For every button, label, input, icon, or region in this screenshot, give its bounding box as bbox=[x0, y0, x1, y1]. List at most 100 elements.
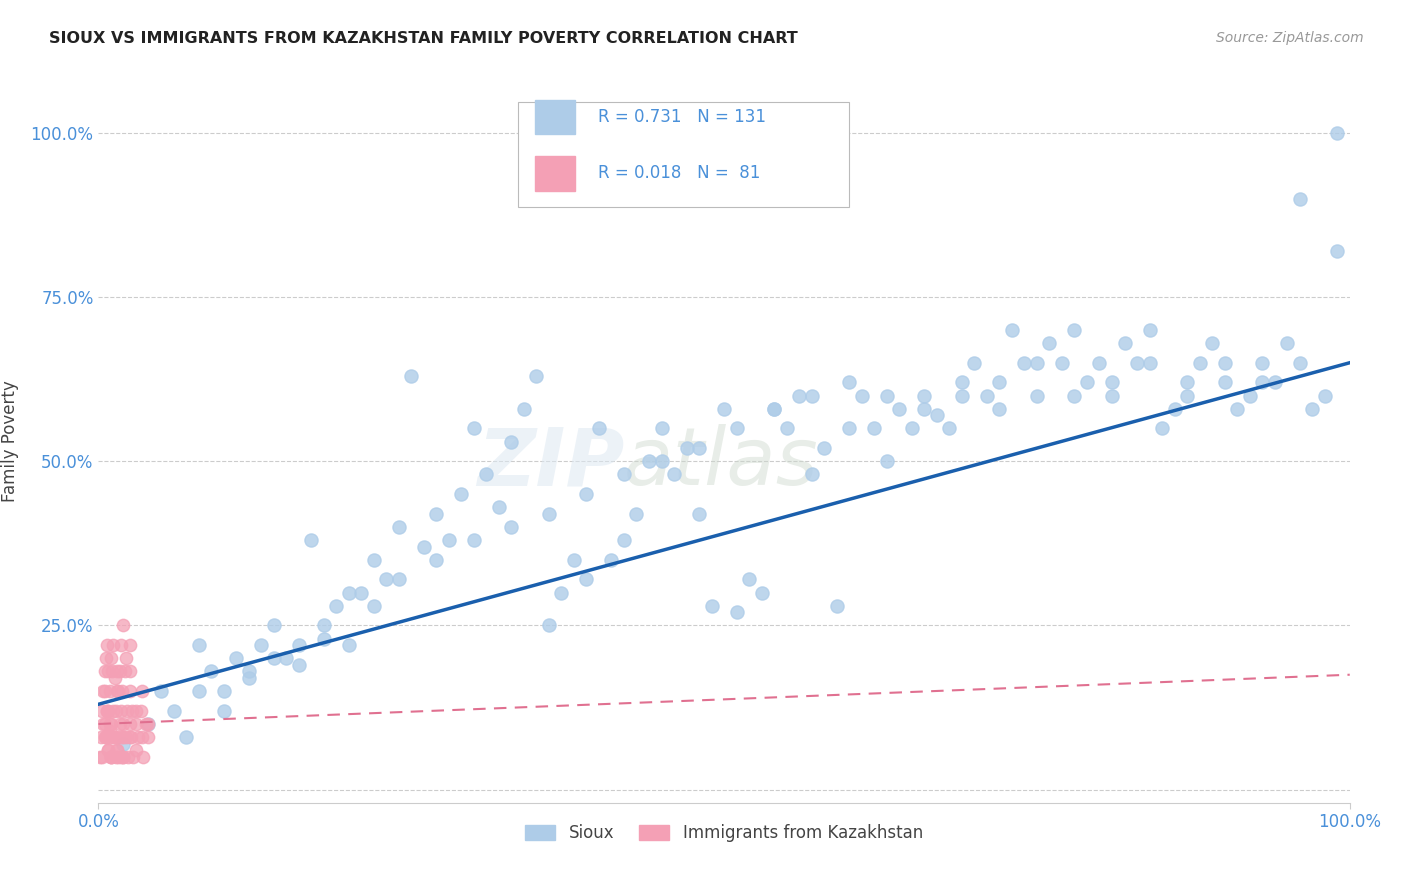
Point bbox=[132, 749, 155, 764]
Point bbox=[675, 441, 697, 455]
Point bbox=[110, 749, 132, 764]
Point bbox=[863, 421, 886, 435]
Point bbox=[121, 704, 143, 718]
Point bbox=[120, 730, 142, 744]
Point bbox=[115, 651, 138, 665]
Point bbox=[475, 467, 498, 482]
Point bbox=[312, 618, 335, 632]
Point bbox=[238, 665, 260, 679]
Point bbox=[1139, 356, 1161, 370]
Point bbox=[838, 376, 860, 390]
Point bbox=[100, 749, 122, 764]
Point bbox=[112, 749, 135, 764]
Text: ZIP: ZIP bbox=[477, 425, 624, 502]
Point bbox=[1288, 356, 1310, 370]
Point bbox=[363, 599, 385, 613]
Point bbox=[787, 388, 810, 402]
Point bbox=[325, 599, 347, 613]
Y-axis label: Family Poverty: Family Poverty bbox=[1, 381, 20, 502]
Point bbox=[100, 651, 122, 665]
Point bbox=[108, 717, 131, 731]
Point bbox=[98, 717, 121, 731]
Point bbox=[1301, 401, 1323, 416]
Point bbox=[111, 684, 134, 698]
Point bbox=[1101, 388, 1123, 402]
Point bbox=[876, 454, 898, 468]
Point bbox=[763, 401, 786, 416]
Point bbox=[91, 749, 114, 764]
Point bbox=[263, 618, 285, 632]
Point bbox=[187, 684, 209, 698]
Point bbox=[312, 632, 335, 646]
Point bbox=[98, 684, 121, 698]
Point bbox=[122, 749, 145, 764]
Point bbox=[800, 467, 823, 482]
Point bbox=[800, 388, 823, 402]
Point bbox=[976, 388, 998, 402]
Point bbox=[125, 717, 148, 731]
Point bbox=[813, 441, 835, 455]
Point bbox=[112, 737, 135, 751]
Point bbox=[363, 553, 385, 567]
Point bbox=[725, 421, 748, 435]
Point bbox=[700, 599, 723, 613]
Point bbox=[1188, 356, 1211, 370]
Point bbox=[93, 730, 115, 744]
Point bbox=[187, 638, 209, 652]
Point bbox=[524, 368, 547, 383]
Point bbox=[110, 638, 132, 652]
Point bbox=[1226, 401, 1249, 416]
Point bbox=[562, 553, 585, 567]
Point bbox=[600, 553, 623, 567]
Point bbox=[1088, 356, 1111, 370]
Point bbox=[103, 704, 125, 718]
Point bbox=[876, 388, 898, 402]
Point bbox=[138, 730, 160, 744]
Point bbox=[274, 651, 298, 665]
Point bbox=[118, 730, 141, 744]
Point bbox=[650, 421, 672, 435]
Point bbox=[97, 743, 120, 757]
Point bbox=[103, 730, 125, 744]
Point bbox=[105, 684, 128, 698]
Point bbox=[93, 717, 115, 731]
Point bbox=[1139, 323, 1161, 337]
Point bbox=[107, 749, 129, 764]
Text: R = 0.018   N =  81: R = 0.018 N = 81 bbox=[598, 164, 761, 183]
Point bbox=[127, 730, 149, 744]
Point bbox=[125, 704, 148, 718]
Point bbox=[94, 651, 117, 665]
Point bbox=[1163, 401, 1185, 416]
Point bbox=[900, 421, 922, 435]
Point bbox=[575, 573, 598, 587]
Point bbox=[776, 421, 799, 435]
Point bbox=[98, 723, 121, 738]
Point bbox=[104, 671, 127, 685]
Point bbox=[425, 507, 447, 521]
Point bbox=[250, 638, 273, 652]
Point bbox=[662, 467, 685, 482]
Point bbox=[588, 421, 610, 435]
Point bbox=[1288, 192, 1310, 206]
Point bbox=[1264, 376, 1286, 390]
Point bbox=[104, 730, 127, 744]
Point bbox=[1014, 356, 1036, 370]
Point bbox=[94, 730, 117, 744]
Point bbox=[688, 507, 710, 521]
Point bbox=[97, 704, 120, 718]
Point bbox=[93, 717, 115, 731]
Point bbox=[337, 585, 360, 599]
Point bbox=[1038, 336, 1060, 351]
Point bbox=[97, 743, 120, 757]
Point bbox=[912, 388, 935, 402]
Point bbox=[613, 533, 636, 547]
Point bbox=[1313, 388, 1336, 402]
Point bbox=[129, 704, 152, 718]
Point bbox=[950, 388, 973, 402]
Point bbox=[117, 749, 139, 764]
Point bbox=[1175, 388, 1198, 402]
Point bbox=[107, 684, 129, 698]
Point bbox=[118, 638, 141, 652]
Point bbox=[105, 743, 128, 757]
Point bbox=[963, 356, 986, 370]
